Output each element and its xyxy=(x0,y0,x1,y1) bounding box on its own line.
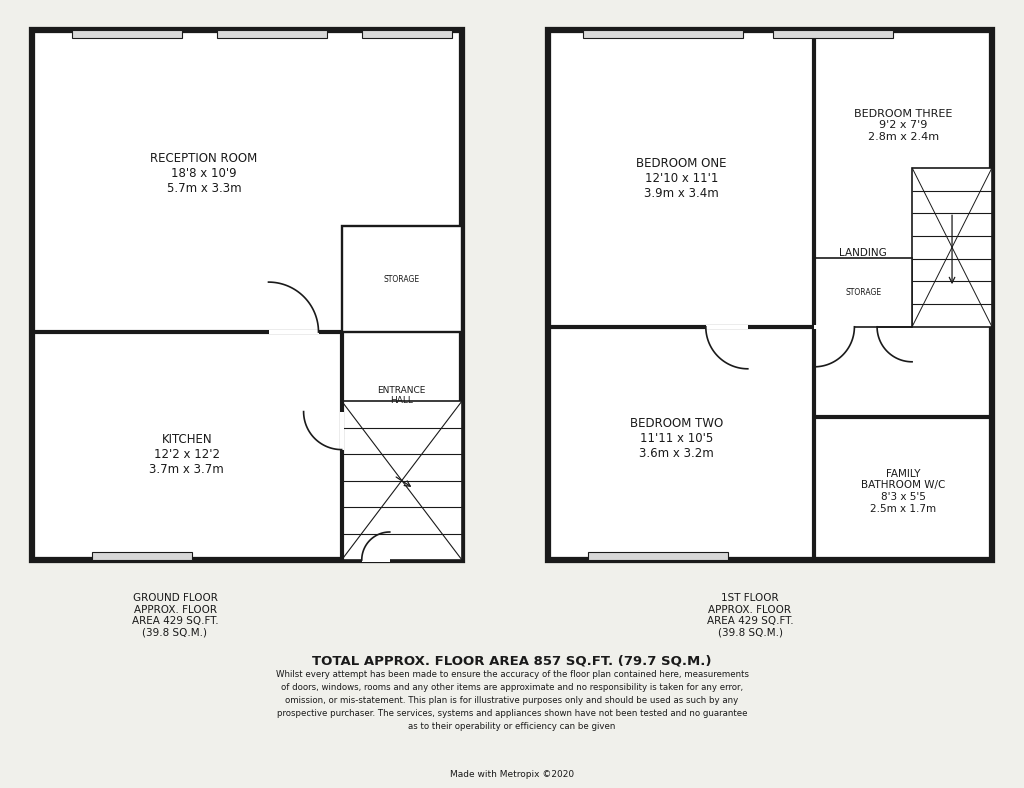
Bar xyxy=(548,30,992,560)
Text: omission, or mis-statement. This plan is for illustrative purposes only and shou: omission, or mis-statement. This plan is… xyxy=(286,696,738,705)
Text: as to their operability or efficiency can be given: as to their operability or efficiency ca… xyxy=(409,722,615,731)
Bar xyxy=(72,30,182,38)
Text: GROUND FLOOR
APPROX. FLOOR
AREA 429 SQ.FT.
(39.8 SQ.M.): GROUND FLOOR APPROX. FLOOR AREA 429 SQ.F… xyxy=(132,593,218,637)
Text: Whilst every attempt has been made to ensure the accuracy of the floor plan cont: Whilst every attempt has been made to en… xyxy=(275,670,749,679)
Bar xyxy=(362,30,452,38)
Bar xyxy=(92,552,193,560)
Text: LANDING: LANDING xyxy=(840,247,887,258)
Text: 1ST FLOOR
APPROX. FLOOR
AREA 429 SQ.FT.
(39.8 SQ.M.): 1ST FLOOR APPROX. FLOOR AREA 429 SQ.FT. … xyxy=(707,593,794,637)
Text: of doors, windows, rooms and any other items are approximate and no responsibili: of doors, windows, rooms and any other i… xyxy=(281,683,743,692)
Bar xyxy=(268,330,318,334)
Bar xyxy=(588,552,728,560)
Bar xyxy=(342,226,462,332)
Bar xyxy=(814,258,912,327)
Text: TOTAL APPROX. FLOOR AREA 857 SQ.FT. (79.7 SQ.M.): TOTAL APPROX. FLOOR AREA 857 SQ.FT. (79.… xyxy=(312,655,712,668)
Text: STORAGE: STORAGE xyxy=(384,274,420,284)
Bar xyxy=(773,30,893,38)
Text: KITCHEN
12'2 x 12'2
3.7m x 3.7m: KITCHEN 12'2 x 12'2 3.7m x 3.7m xyxy=(150,433,224,475)
Text: ESTATE AGENTS: ESTATE AGENTS xyxy=(111,482,383,511)
Bar xyxy=(583,30,743,38)
Text: RECEPTION ROOM
18'8 x 10'9
5.7m x 3.3m: RECEPTION ROOM 18'8 x 10'9 5.7m x 3.3m xyxy=(151,151,258,195)
Text: ESTATE AGENTS: ESTATE AGENTS xyxy=(634,482,906,511)
Bar xyxy=(342,401,462,560)
Bar xyxy=(814,325,854,329)
Text: STORAGE: STORAGE xyxy=(845,288,882,297)
Bar xyxy=(217,30,327,38)
Text: Made with Metropix ©2020: Made with Metropix ©2020 xyxy=(450,770,574,779)
Bar xyxy=(912,168,992,327)
Text: BEDROOM TWO
11'11 x 10'5
3.6m x 3.2m: BEDROOM TWO 11'11 x 10'5 3.6m x 3.2m xyxy=(630,417,723,459)
Bar xyxy=(706,325,748,329)
Bar xyxy=(361,558,390,562)
Text: prospective purchaser. The services, systems and appliances shown have not been : prospective purchaser. The services, sys… xyxy=(276,709,748,718)
Text: DBK: DBK xyxy=(560,258,873,385)
Text: FAMILY
BATHROOM W/C
8'3 x 5'5
2.5m x 1.7m: FAMILY BATHROOM W/C 8'3 x 5'5 2.5m x 1.7… xyxy=(861,469,945,514)
Text: DBK: DBK xyxy=(39,258,351,385)
Text: BEDROOM ONE
12'10 x 11'1
3.9m x 3.4m: BEDROOM ONE 12'10 x 11'1 3.9m x 3.4m xyxy=(636,157,726,200)
Bar xyxy=(340,411,344,450)
Bar xyxy=(32,30,462,560)
Text: BEDROOM THREE
9'2 x 7'9
2.8m x 2.4m: BEDROOM THREE 9'2 x 7'9 2.8m x 2.4m xyxy=(854,109,952,142)
Text: ENTRANCE
HALL: ENTRANCE HALL xyxy=(378,386,426,405)
